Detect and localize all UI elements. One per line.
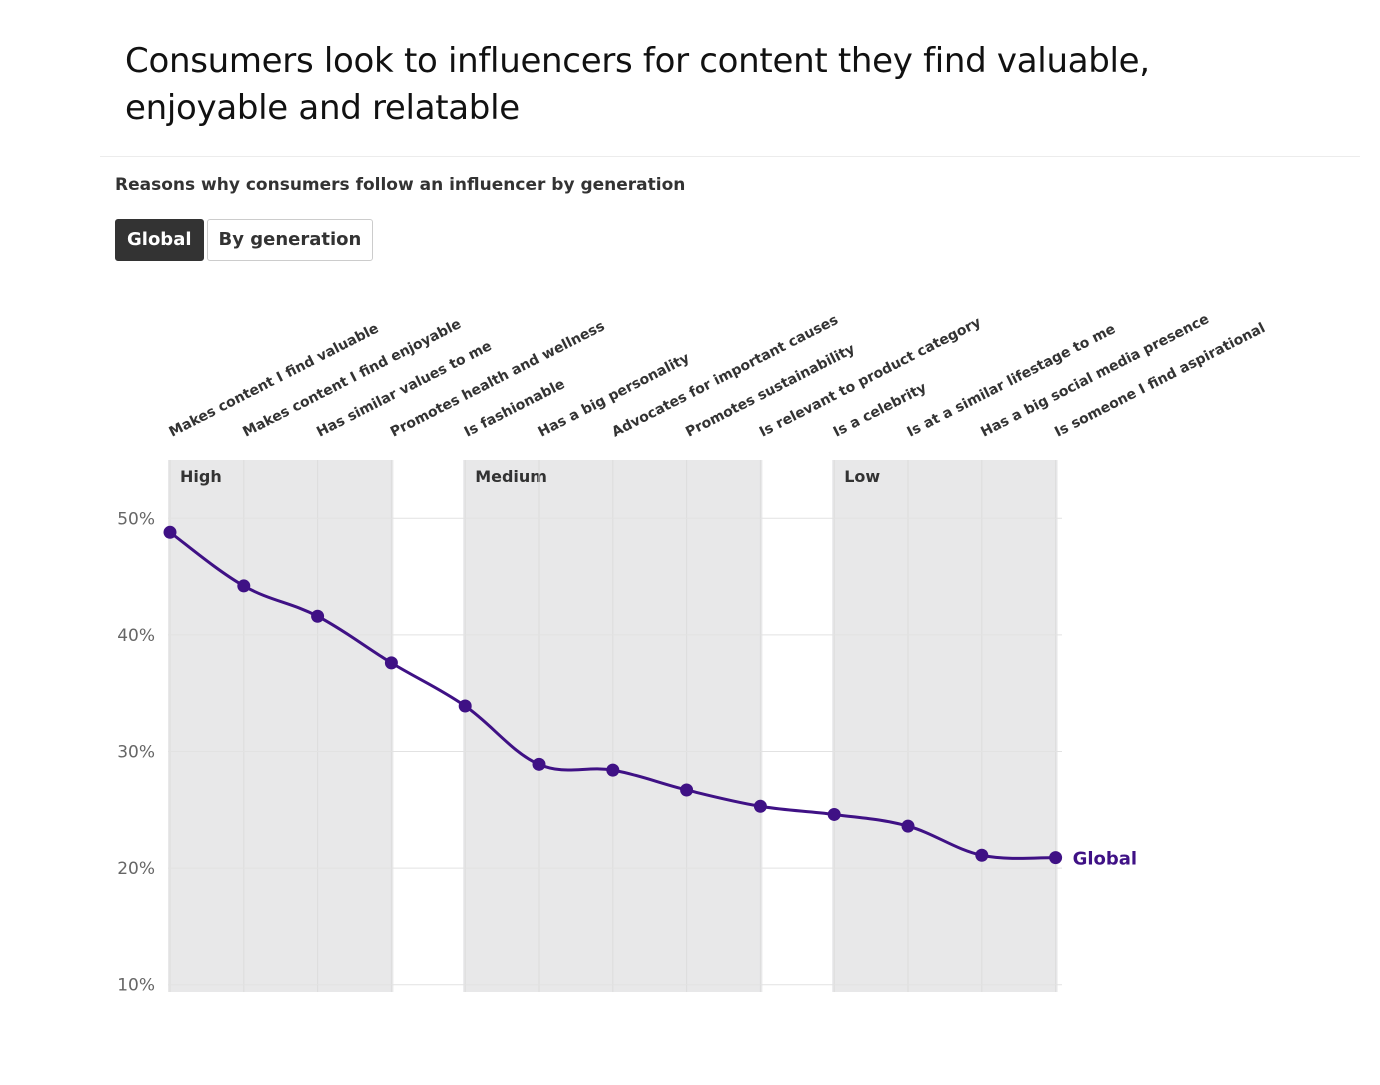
data-point[interactable]	[458, 699, 472, 713]
page-title: Consumers look to influencers for conten…	[125, 41, 1150, 128]
data-point[interactable]	[163, 525, 177, 539]
data-point[interactable]	[1049, 851, 1063, 865]
y-tick-label: 50%	[117, 509, 155, 529]
by-generation-toggle-button[interactable]: By generation	[206, 219, 374, 261]
global-toggle-button[interactable]: Global	[115, 219, 204, 261]
data-point[interactable]	[384, 656, 398, 670]
data-point[interactable]	[827, 807, 841, 821]
band-label-low: Low	[844, 467, 880, 486]
data-point[interactable]	[680, 783, 694, 797]
band-low	[832, 460, 1058, 992]
band-high	[168, 460, 394, 992]
data-point[interactable]	[606, 763, 620, 777]
data-point[interactable]	[975, 848, 989, 862]
data-point[interactable]	[311, 609, 325, 623]
data-point[interactable]	[753, 799, 767, 813]
y-tick-label: 20%	[117, 859, 155, 879]
view-toggle: Global By generation	[115, 219, 374, 261]
y-tick-label: 40%	[117, 626, 155, 646]
title-divider	[100, 156, 1360, 157]
band-label-medium: Medium	[475, 467, 547, 486]
band-label-high: High	[180, 467, 222, 486]
data-point[interactable]	[901, 819, 915, 833]
chart-subtitle: Reasons why consumers follow an influenc…	[115, 175, 686, 195]
series-label: Global	[1073, 849, 1138, 870]
data-point[interactable]	[237, 579, 251, 593]
data-point[interactable]	[532, 757, 546, 771]
grid-layer	[168, 460, 1062, 992]
y-tick-label: 10%	[117, 976, 155, 996]
y-axis: 10% 20% 30% 40% 50%	[117, 509, 155, 995]
series-layer: Global	[163, 525, 1138, 870]
y-tick-label: 30%	[117, 743, 155, 763]
